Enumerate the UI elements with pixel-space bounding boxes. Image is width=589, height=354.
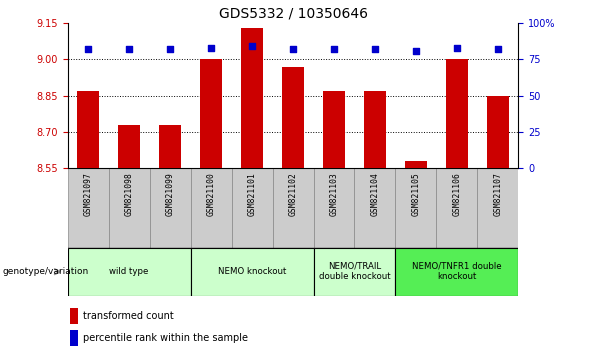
Bar (68, 168, 109, 248)
Bar (77, 91, 100, 168)
Point (329, 46, 339, 52)
Text: GSM821099: GSM821099 (166, 172, 175, 216)
Bar (70, 330, 78, 346)
Bar (70, 308, 78, 324)
Bar (150, 168, 191, 248)
Text: GSM821102: GSM821102 (289, 172, 297, 216)
Bar (68, 248, 191, 296)
Point (289, 46, 298, 52)
Bar (191, 168, 231, 248)
Bar (395, 248, 518, 296)
Point (493, 46, 502, 52)
Bar (405, 161, 427, 168)
Text: genotype/variation: genotype/variation (3, 267, 89, 276)
Bar (200, 59, 223, 168)
Bar (241, 28, 263, 168)
Bar (363, 91, 386, 168)
Point (206, 45, 216, 51)
Text: GSM821107: GSM821107 (494, 172, 502, 216)
Point (247, 44, 257, 49)
Bar (446, 59, 468, 168)
Text: GSM821106: GSM821106 (452, 172, 461, 216)
Bar (395, 168, 436, 248)
Bar (118, 125, 140, 168)
Text: GSM821104: GSM821104 (370, 172, 379, 216)
Text: NEMO/TNFR1 double
knockout: NEMO/TNFR1 double knockout (412, 262, 502, 281)
Bar (109, 168, 150, 248)
Point (84, 46, 93, 52)
Text: GSM821103: GSM821103 (329, 172, 339, 216)
Text: NEMO/TRAIL
double knockout: NEMO/TRAIL double knockout (319, 262, 391, 281)
Bar (282, 67, 305, 168)
Text: GSM821105: GSM821105 (411, 172, 421, 216)
Text: wild type: wild type (110, 267, 149, 276)
Bar (231, 168, 273, 248)
Text: transformed count: transformed count (82, 311, 173, 321)
Bar (159, 125, 181, 168)
Title: GDS5332 / 10350646: GDS5332 / 10350646 (219, 6, 368, 21)
Bar (355, 168, 395, 248)
Text: GSM821100: GSM821100 (207, 172, 216, 216)
Point (124, 46, 134, 52)
Text: NEMO knockout: NEMO knockout (218, 267, 286, 276)
Text: percentile rank within the sample: percentile rank within the sample (82, 333, 247, 343)
Bar (487, 96, 509, 168)
Bar (273, 168, 313, 248)
Bar (191, 248, 313, 296)
Bar (313, 168, 355, 248)
Point (411, 48, 421, 53)
Bar (313, 248, 395, 296)
Bar (436, 168, 477, 248)
Text: GSM821101: GSM821101 (247, 172, 257, 216)
Text: GSM821097: GSM821097 (84, 172, 92, 216)
Point (370, 46, 380, 52)
Bar (477, 168, 518, 248)
Point (452, 45, 462, 51)
Bar (323, 91, 345, 168)
Point (166, 46, 175, 52)
Text: GSM821098: GSM821098 (125, 172, 134, 216)
